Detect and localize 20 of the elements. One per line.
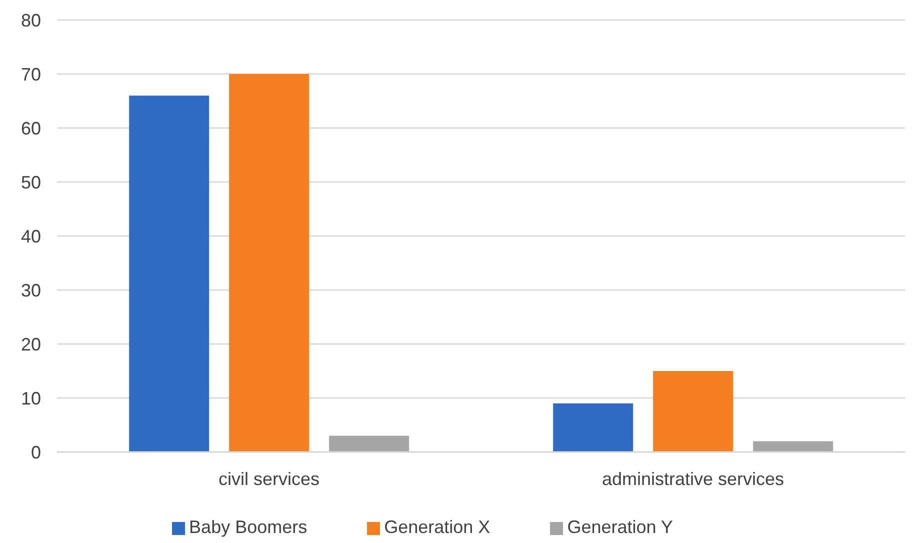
legend-label: Generation X — [384, 517, 490, 537]
bar — [653, 371, 734, 452]
y-tick-label: 10 — [20, 388, 41, 408]
y-tick-label: 40 — [20, 226, 41, 246]
y-tick-label: 50 — [20, 172, 41, 192]
bar — [229, 74, 310, 452]
legend-label: Generation Y — [567, 517, 673, 537]
x-tick-label: administrative services — [602, 468, 784, 489]
y-tick-label: 70 — [20, 64, 41, 84]
bar — [129, 96, 210, 452]
y-tick-label: 20 — [20, 334, 41, 354]
x-tick-label: civil services — [218, 468, 320, 489]
y-tick-label: 0 — [30, 442, 41, 462]
legend-label: Baby Boomers — [189, 517, 308, 537]
y-tick-label: 30 — [20, 280, 41, 300]
bar — [329, 436, 410, 452]
y-tick-label: 80 — [20, 10, 41, 30]
bar — [553, 403, 634, 452]
y-tick-label: 60 — [20, 118, 41, 138]
bar — [753, 441, 834, 452]
